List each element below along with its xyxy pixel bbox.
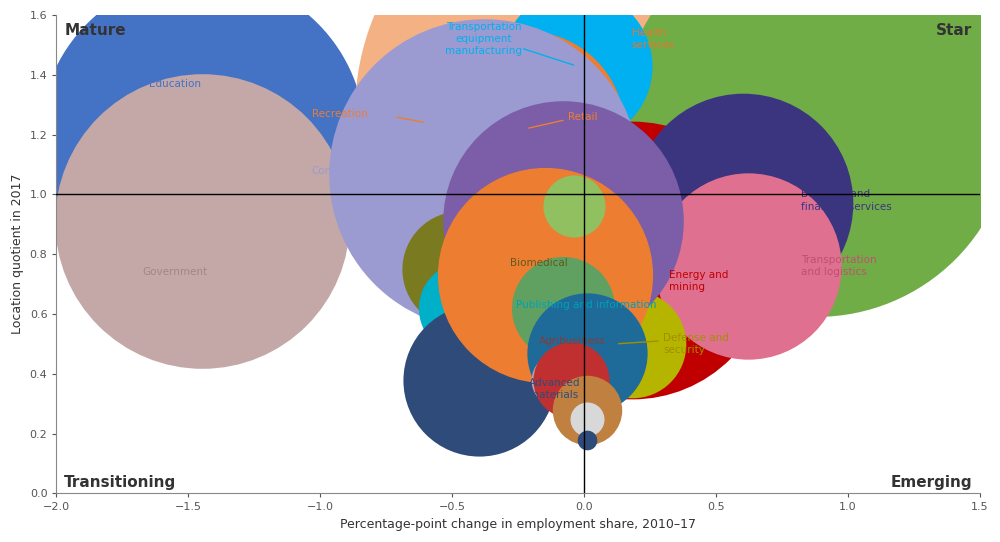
Point [457,304,473,312]
Point [194,133,210,142]
Point [566,202,582,211]
Text: Star: Star [936,23,972,37]
Point [452,265,468,274]
Point [555,217,571,225]
Text: Publishing and information: Publishing and information [516,300,656,310]
Point [518,124,534,133]
Point [740,262,756,270]
Point [597,106,613,115]
Point [579,405,595,414]
Text: Transitioning: Transitioning [64,475,177,491]
Text: Transportation
equipment
manufacturing: Transportation equipment manufacturing [445,22,522,56]
Point [555,304,571,312]
Point [550,376,566,384]
Text: Advanced
materials: Advanced materials [529,377,580,400]
Point [624,256,640,264]
Point [418,118,434,127]
Point [568,62,584,70]
Point [537,271,553,280]
Text: Education: Education [149,79,201,89]
Text: Government: Government [143,267,208,277]
Point [563,376,579,384]
Text: Health
services: Health services [632,28,675,50]
Text: Agribusiness: Agribusiness [539,336,606,346]
Point [471,376,487,384]
Text: Recreation: Recreation [312,109,368,119]
Text: Defense and
security: Defense and security [663,333,729,355]
Point [808,115,824,124]
Point [735,199,751,208]
Point [194,217,210,225]
Point [579,435,595,444]
Point [484,343,500,351]
Point [476,169,492,178]
Text: Business and
financial services: Business and financial services [801,189,891,211]
Text: Food services: Food services [781,34,852,44]
Text: Energy and
mining: Energy and mining [669,270,728,292]
Point [579,414,595,423]
Point [624,339,640,348]
Text: Mature: Mature [64,23,126,37]
Text: Transportation
and logistics: Transportation and logistics [801,255,876,278]
Text: Retail: Retail [568,112,598,122]
Point [579,349,595,357]
X-axis label: Percentage-point change in employment share, 2010–17: Percentage-point change in employment sh… [340,518,696,531]
Y-axis label: Location quotient in 2017: Location quotient in 2017 [11,174,24,334]
Text: Biomedical: Biomedical [510,258,568,268]
Text: Construction: Construction [312,165,378,176]
Text: Emerging: Emerging [891,475,972,491]
